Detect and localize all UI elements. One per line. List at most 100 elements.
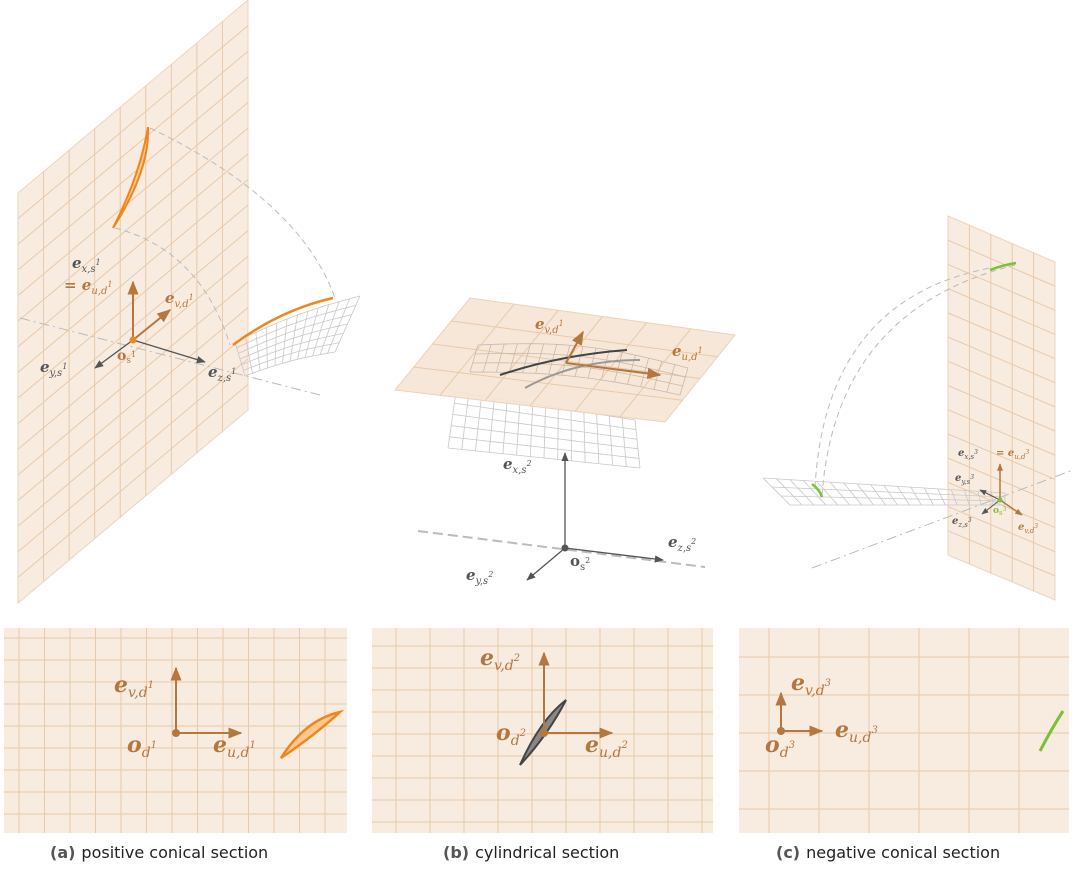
label-ez-a: ez,s1 xyxy=(208,363,236,384)
label-origin-a: os1 xyxy=(117,348,136,366)
label-ev-b: ev,d1 xyxy=(535,315,564,336)
label-origin-b: os2 xyxy=(570,552,590,573)
mesh-line xyxy=(679,367,689,396)
axis-eu-b xyxy=(565,362,662,379)
caption-b: (b) cylindrical section xyxy=(443,843,619,862)
blade-section-projected-c xyxy=(989,261,1017,272)
mesh-line xyxy=(574,346,584,377)
mesh-line xyxy=(910,486,922,506)
origin-2d-a xyxy=(172,729,180,737)
origin-c xyxy=(997,497,1003,503)
origin-b xyxy=(561,544,569,552)
origin-2d-b xyxy=(540,729,548,737)
plane-grid-line xyxy=(947,263,1056,311)
construction-arc-c2 xyxy=(821,264,1016,497)
mesh-line xyxy=(762,477,1006,494)
axis-ey-b xyxy=(526,547,566,581)
mesh-line xyxy=(596,413,600,464)
plane-grid-line xyxy=(451,320,718,358)
origin-a xyxy=(129,336,137,344)
mesh-line xyxy=(634,419,641,469)
blade-section-a xyxy=(279,709,345,760)
construction-arc-c1 xyxy=(814,267,991,489)
mesh-line xyxy=(454,402,637,430)
label-ey-a: ey,s1 xyxy=(40,358,67,379)
mesh-line xyxy=(843,482,862,506)
label-ez-b: ez,s2 xyxy=(668,533,696,554)
plane-grid-line xyxy=(17,153,249,348)
mesh-line xyxy=(452,414,638,440)
mesh-line xyxy=(666,364,676,393)
plane-grid-line xyxy=(947,530,1056,577)
mesh-line xyxy=(964,490,970,506)
label-ey-b: ey,s2 xyxy=(466,566,493,587)
plane-grid-line xyxy=(17,281,249,476)
caption-text-c: negative conical section xyxy=(806,843,1001,862)
mesh-line xyxy=(243,342,340,371)
mesh-line xyxy=(488,397,495,453)
panel-a-2d: ev,d1 eu,d1 od1 xyxy=(4,628,347,833)
label-ev-2d-a: ev,d1 xyxy=(114,672,154,701)
axis-ez-c xyxy=(981,499,1001,515)
mesh-line xyxy=(771,486,1006,498)
plane-view-grid-b xyxy=(372,628,713,833)
label-origin-c: os3 xyxy=(993,506,1007,517)
label-ey-c: ey,s3 xyxy=(955,473,974,486)
mesh-line xyxy=(870,484,886,506)
centerline-b xyxy=(417,530,706,568)
plane-grid-b xyxy=(413,303,718,417)
mesh-line xyxy=(475,395,482,451)
mesh-line xyxy=(776,478,803,506)
panel-c-2d: ev,d3 eu,d3 od3 xyxy=(739,628,1069,833)
mesh-line xyxy=(241,332,344,366)
plane-grid-line xyxy=(947,506,1056,553)
plane-grid-line xyxy=(17,255,249,450)
mesh-line xyxy=(780,495,1006,502)
plane-grid-line xyxy=(17,102,249,296)
mesh-line xyxy=(236,304,356,349)
mesh-line xyxy=(535,343,545,374)
plane-grid-c xyxy=(947,225,1056,591)
mesh-line xyxy=(609,415,613,466)
axis-ez-a xyxy=(132,339,206,364)
plane-grid-line xyxy=(17,50,249,245)
mesh-line xyxy=(950,489,958,506)
mesh-line xyxy=(557,407,559,460)
caption-tag-a: (a) xyxy=(50,843,76,862)
label-ex-a: ex,s1 xyxy=(72,254,101,275)
mesh-line xyxy=(561,345,571,376)
mesh-line xyxy=(803,480,827,506)
mesh-line xyxy=(482,344,492,373)
mesh-line xyxy=(923,487,934,506)
mesh-surface-c xyxy=(762,477,1006,506)
mesh-line xyxy=(451,425,639,450)
plane-grid-line xyxy=(947,239,1056,287)
plane-grid-line xyxy=(17,127,249,322)
label-ez-c: ez,s3 xyxy=(952,516,972,529)
plane-grid-line xyxy=(947,409,1056,456)
mesh-line xyxy=(449,436,640,459)
plane-grid-a xyxy=(17,21,249,582)
mesh-line xyxy=(234,295,361,343)
plane-grid-line xyxy=(17,383,249,578)
mesh-line xyxy=(447,391,457,449)
label-ev-2d-c: ev,d3 xyxy=(791,670,831,699)
label-origin-2d-a: od1 xyxy=(127,732,157,761)
mesh-line xyxy=(613,352,623,383)
mesh-line xyxy=(789,479,815,506)
plane-grid-line xyxy=(947,312,1056,360)
plane-grid-line xyxy=(947,288,1056,335)
plane-grid-line xyxy=(947,360,1056,408)
plane-grid-line xyxy=(17,332,249,527)
label-ev-2d-b: ev,d2 xyxy=(480,645,520,674)
label-ev-c: ev,d3 xyxy=(1018,522,1038,535)
label-eu-2d-a: eu,d1 xyxy=(213,732,256,761)
mesh-line xyxy=(495,343,505,373)
mesh-line xyxy=(583,411,586,463)
mesh-surface-a xyxy=(234,295,361,377)
blade-curve-a xyxy=(232,296,334,347)
mesh-line xyxy=(477,343,689,369)
mesh-line xyxy=(502,399,508,454)
mesh-line xyxy=(244,351,336,377)
